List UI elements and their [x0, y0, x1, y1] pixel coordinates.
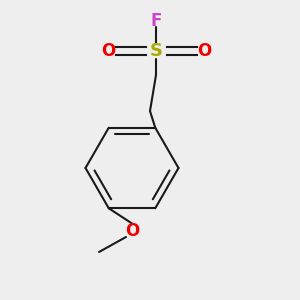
- Text: S: S: [149, 42, 163, 60]
- Text: F: F: [150, 12, 162, 30]
- Text: O: O: [197, 42, 211, 60]
- Text: O: O: [101, 42, 115, 60]
- Text: O: O: [125, 222, 139, 240]
